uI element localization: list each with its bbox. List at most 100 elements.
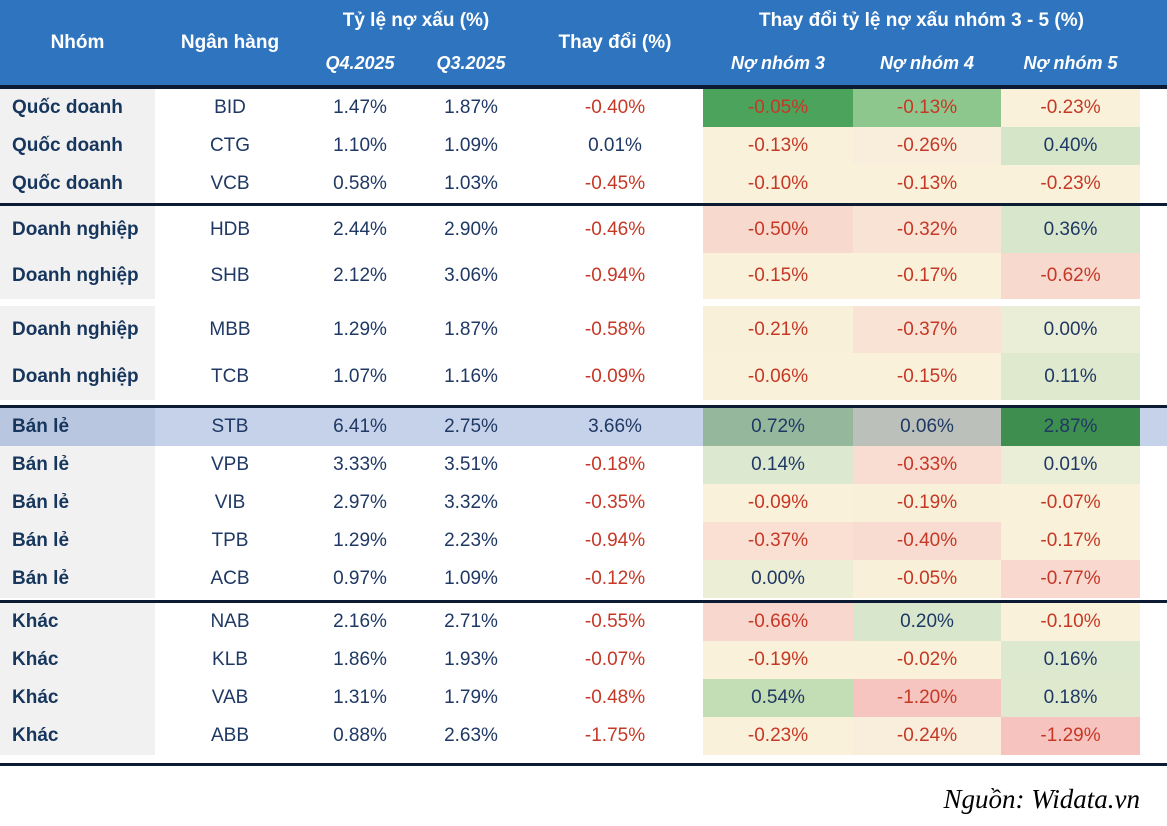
delta-g4-cell: -0.33% xyxy=(853,446,1001,484)
delta-g4-cell: 0.06% xyxy=(853,408,1001,446)
change-value: -0.18% xyxy=(584,454,646,475)
group-label: Doanh nghiệp xyxy=(0,253,155,299)
delta-g5-cell: 0.40% xyxy=(1001,127,1140,165)
group-label: Doanh nghiệp xyxy=(0,353,155,400)
group-label: Quốc doanh xyxy=(0,127,155,165)
delta-g3-cell: -0.23% xyxy=(703,717,853,755)
npl-q4-value: 1.31% xyxy=(333,687,387,708)
change-value: -0.12% xyxy=(584,568,646,589)
change-value: -0.35% xyxy=(584,492,646,513)
delta-g4-cell: -0.24% xyxy=(853,717,1001,755)
delta-g4-cell: -0.37% xyxy=(853,306,1001,353)
col-header-bank: Ngân hàng xyxy=(180,31,280,53)
npl-q3-value: 1.03% xyxy=(444,173,498,194)
col-header-q4: Q4.2025 xyxy=(325,53,395,73)
change-value: -1.75% xyxy=(584,725,646,746)
delta-g5-cell: 0.16% xyxy=(1001,641,1140,679)
delta-g3-cell: -0.10% xyxy=(703,165,853,203)
table-row-klb: Khác KLB 1.86% 1.93% -0.07% -0.19% -0.02% 0.16% xyxy=(0,641,1167,679)
group-label: Doanh nghiệp xyxy=(0,306,155,353)
bank-code: HDB xyxy=(209,218,251,240)
bank-code: VPB xyxy=(210,454,250,475)
npl-q4-value: 0.88% xyxy=(333,725,387,746)
delta-g4-cell: -0.17% xyxy=(853,253,1001,299)
npl-q3-value: 2.71% xyxy=(444,611,498,632)
delta-g3-cell: -0.37% xyxy=(703,522,853,560)
change-value: -0.46% xyxy=(584,218,646,240)
delta-g4-cell: -0.26% xyxy=(853,127,1001,165)
bank-code: MBB xyxy=(209,318,251,340)
npl-q4-value: 1.47% xyxy=(333,97,387,118)
delta-g3-cell: -0.09% xyxy=(703,484,853,522)
delta-g3-cell: 0.00% xyxy=(703,560,853,598)
delta-g5-cell: -0.10% xyxy=(1001,603,1140,641)
delta-g3-cell: 0.14% xyxy=(703,446,853,484)
group-label: Khác xyxy=(0,641,155,679)
delta-g4-cell: -0.40% xyxy=(853,522,1001,560)
bank-group-khac: Khác NAB 2.16% 2.71% -0.55% -0.66% 0.20% -0.10%… xyxy=(0,600,1167,766)
group-label: Doanh nghiệp xyxy=(0,206,155,253)
group-label: Khác xyxy=(0,717,155,755)
delta-g5-cell: 0.36% xyxy=(1001,206,1140,253)
table-body: Quốc doanh BID 1.47% 1.87% -0.40% -0.05% -0.13… xyxy=(0,89,1167,766)
col-header-q3: Q3.2025 xyxy=(436,53,506,73)
delta-g3-cell: -0.50% xyxy=(703,206,853,253)
bank-code: TCB xyxy=(211,365,249,387)
delta-g4-cell: 0.20% xyxy=(853,603,1001,641)
npl-q3-value: 3.32% xyxy=(444,492,498,513)
table-row-bid: Quốc doanh BID 1.47% 1.87% -0.40% -0.05% -0.13… xyxy=(0,89,1167,127)
change-value: -0.45% xyxy=(584,173,646,194)
change-value: -0.09% xyxy=(584,365,646,387)
table-row-vpb: Bán lẻ VPB 3.33% 3.51% -0.18% 0.14% -0.33% 0.01… xyxy=(0,446,1167,484)
group-label: Bán lẻ xyxy=(0,522,155,560)
col-header-change: Thay đổi (%) xyxy=(558,31,672,53)
col-header-npl-title: Tỷ lệ nợ xấu (%) xyxy=(342,10,490,31)
group-label: Bán lẻ xyxy=(0,560,155,598)
group-label: Quốc doanh xyxy=(0,89,155,127)
delta-g5-cell: -0.62% xyxy=(1001,253,1140,299)
delta-g5-cell: -0.07% xyxy=(1001,484,1140,522)
row-gap xyxy=(0,299,1167,306)
npl-q4-value: 0.97% xyxy=(333,568,387,589)
bank-group-doanh-nghiep: Doanh nghiệp HDB 2.44% 2.90% -0.46% -0.50% -0.… xyxy=(0,203,1167,405)
npl-q4-value: 2.16% xyxy=(333,611,387,632)
npl-q3-value: 2.63% xyxy=(444,725,498,746)
delta-g5-cell: -0.17% xyxy=(1001,522,1140,560)
delta-g3-cell: -0.13% xyxy=(703,127,853,165)
delta-g3-cell: -0.15% xyxy=(703,253,853,299)
table-row-acb: Bán lẻ ACB 0.97% 1.09% -0.12% 0.00% -0.05% -0.7… xyxy=(0,560,1167,598)
group-label: Quốc doanh xyxy=(0,165,155,203)
table-row-vab: Khác VAB 1.31% 1.79% -0.48% 0.54% -1.20% 0.18% xyxy=(0,679,1167,717)
group-label: Bán lẻ xyxy=(0,484,155,522)
col-header-group3: Nợ nhóm 3 xyxy=(730,53,826,73)
table-row-mbb: Doanh nghiệp MBB 1.29% 1.87% -0.58% -0.21% -0.… xyxy=(0,306,1167,353)
change-value: -0.94% xyxy=(584,265,646,286)
group-label: Khác xyxy=(0,679,155,717)
npl-q3-value: 1.09% xyxy=(444,568,498,589)
npl-q4-value: 6.41% xyxy=(333,416,387,437)
delta-g4-cell: -1.20% xyxy=(853,679,1001,717)
npl-q4-value: 0.58% xyxy=(333,173,387,194)
change-value: -0.58% xyxy=(584,318,646,340)
delta-g5-cell: 0.11% xyxy=(1001,353,1140,400)
bank-code: NAB xyxy=(210,611,250,632)
delta-g5-cell: -0.77% xyxy=(1001,560,1140,598)
npl-q4-value: 1.10% xyxy=(333,135,387,156)
delta-g3-cell: -0.66% xyxy=(703,603,853,641)
delta-g3-cell: 0.72% xyxy=(703,408,853,446)
npl-q4-value: 1.29% xyxy=(333,318,387,340)
npl-q3-value: 2.75% xyxy=(444,416,498,437)
bank-code: VAB xyxy=(211,687,249,708)
delta-g3-cell: -0.05% xyxy=(703,89,853,127)
npl-q3-value: 1.79% xyxy=(444,687,498,708)
table-row-hdb: Doanh nghiệp HDB 2.44% 2.90% -0.46% -0.50% -0.… xyxy=(0,206,1167,253)
change-value: -0.07% xyxy=(584,649,646,670)
col-header-group: Nhóm xyxy=(50,31,105,53)
bank-group-ban-le: Bán lẻ STB 6.41% 2.75% 3.66% 0.72% 0.06% 2.87% B… xyxy=(0,405,1167,600)
group-label: Bán lẻ xyxy=(0,408,155,446)
table-row-nab: Khác NAB 2.16% 2.71% -0.55% -0.66% 0.20% -0.10% xyxy=(0,603,1167,641)
delta-g5-cell: 0.00% xyxy=(1001,306,1140,353)
delta-g4-cell: -0.13% xyxy=(853,89,1001,127)
npl-q3-value: 1.09% xyxy=(444,135,498,156)
